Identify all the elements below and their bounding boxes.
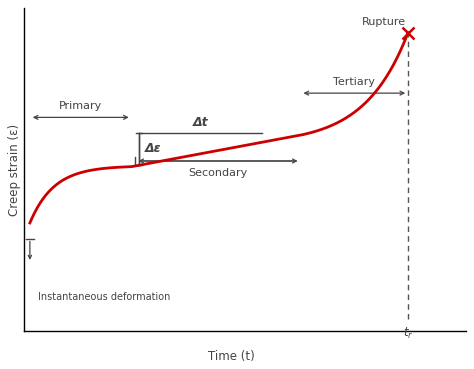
Text: $t_r$: $t_r$	[403, 326, 413, 341]
Text: Δt: Δt	[193, 116, 209, 129]
Text: Primary: Primary	[59, 101, 102, 111]
X-axis label: Time (t): Time (t)	[208, 350, 255, 363]
Text: Tertiary: Tertiary	[333, 77, 375, 87]
Text: Rupture: Rupture	[362, 17, 406, 27]
Text: Δε: Δε	[145, 142, 162, 155]
Text: Secondary: Secondary	[188, 168, 247, 178]
Text: Instantaneous deformation: Instantaneous deformation	[37, 292, 170, 302]
Y-axis label: Creep strain (ε): Creep strain (ε)	[9, 123, 21, 215]
